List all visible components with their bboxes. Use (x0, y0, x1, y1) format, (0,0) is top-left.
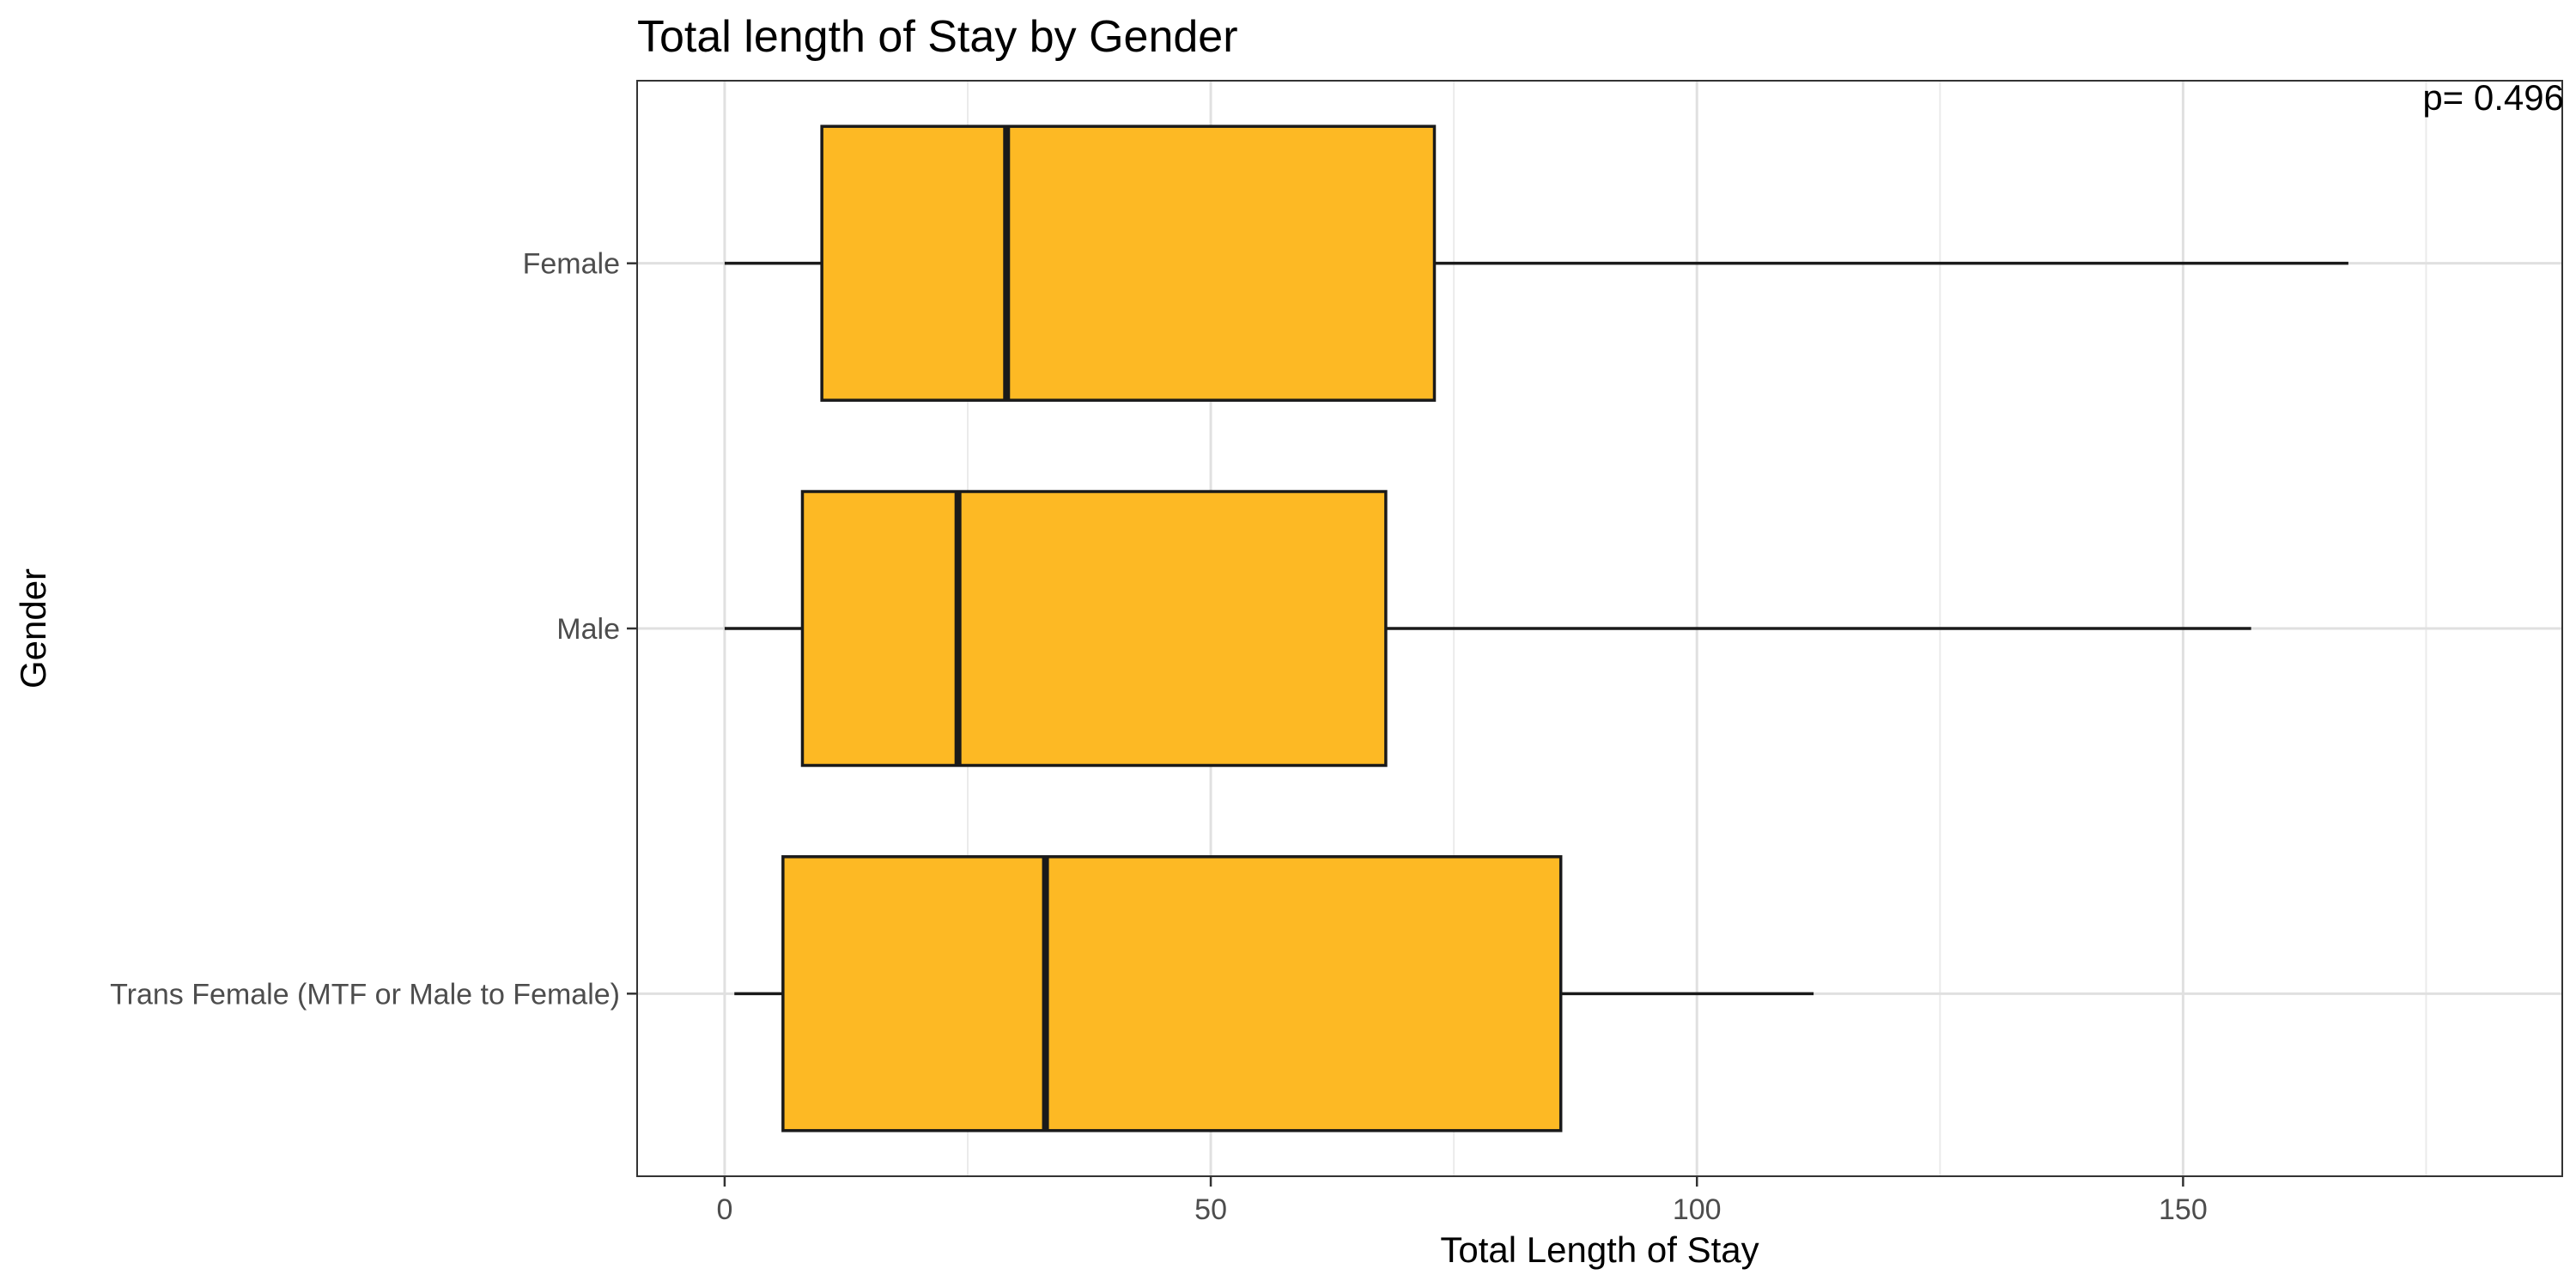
tick-layer: 0 50 100 150 Female Male Trans Female (MTF or … (110, 248, 2208, 1226)
box-female-group (724, 124, 2348, 402)
iqr-box (820, 124, 1437, 402)
x-tick-label: 150 (2159, 1193, 2208, 1226)
y-tick-label: Trans Female (MTF or Male to Female) (110, 978, 620, 1011)
iqr-box (781, 855, 1563, 1132)
x-tick-label: 100 (1673, 1193, 1722, 1226)
box-trans-group (734, 855, 1814, 1132)
x-axis-title: Total Length of Stay (1440, 1229, 1759, 1270)
iqr-box (800, 489, 1388, 768)
box-male-group (724, 489, 2251, 768)
y-axis-title: Gender (13, 568, 53, 689)
x-tick-label: 0 (716, 1193, 732, 1226)
x-tick-label: 50 (1194, 1193, 1227, 1226)
box-layer (724, 124, 2348, 1132)
y-tick-label: Male (556, 613, 620, 646)
y-tick-label: Female (523, 248, 620, 281)
p-value-annotation: p= 0.496 (2422, 77, 2564, 118)
chart-title: Total length of Stay by Gender (637, 12, 1238, 62)
